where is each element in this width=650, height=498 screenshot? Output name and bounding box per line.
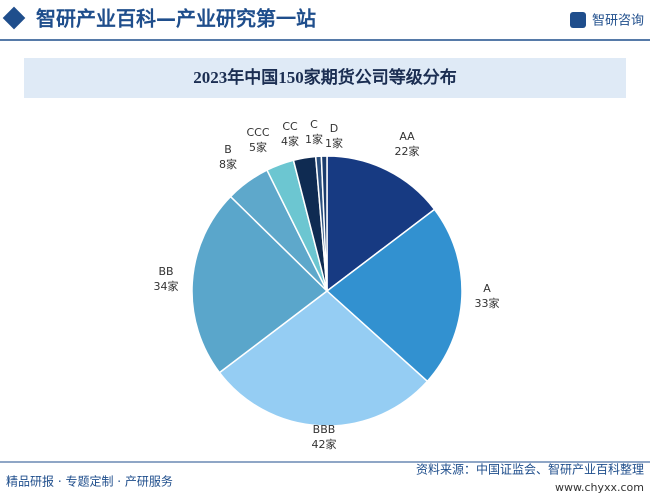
- slice-label: BBB: [313, 423, 336, 436]
- slice-label: CC: [282, 120, 298, 133]
- header-title: 智研产业百科—产业研究第一站: [36, 7, 316, 31]
- value-label: 5家: [249, 140, 267, 154]
- brand-logo: [570, 12, 586, 28]
- value-label: 22家: [395, 144, 420, 158]
- footer-left: 精品研报 · 专题定制 · 产研服务: [6, 474, 173, 489]
- value-label: 1家: [325, 136, 343, 150]
- slice-label: A: [483, 282, 491, 295]
- pie-slice: [326, 155, 436, 293]
- value-label: 8家: [219, 157, 237, 171]
- value-label: 34家: [154, 279, 179, 293]
- pie-slice: [218, 290, 429, 427]
- pie-slice: [191, 195, 329, 374]
- value-label: 1家: [305, 132, 323, 146]
- pie-slice: [325, 208, 463, 383]
- brand-name: 智研咨询: [592, 14, 644, 29]
- slice-label: B: [224, 143, 232, 156]
- url: www.chyxx.com: [555, 481, 644, 494]
- slice-label: D: [330, 122, 338, 135]
- slice-label: BB: [158, 265, 173, 278]
- slice-label: AA: [399, 130, 415, 143]
- slice-label: CCC: [246, 126, 269, 139]
- value-label: 4家: [281, 134, 299, 148]
- slice-label: C: [310, 118, 318, 131]
- source: 资料来源：中国证监会、智研产业百科整理: [416, 462, 644, 477]
- value-label: 42家: [312, 437, 337, 451]
- chart-title: 2023年中国150家期货公司等级分布: [193, 67, 457, 87]
- pie-slice: [320, 155, 328, 292]
- title-banner: [24, 58, 626, 98]
- value-label: 33家: [475, 296, 500, 310]
